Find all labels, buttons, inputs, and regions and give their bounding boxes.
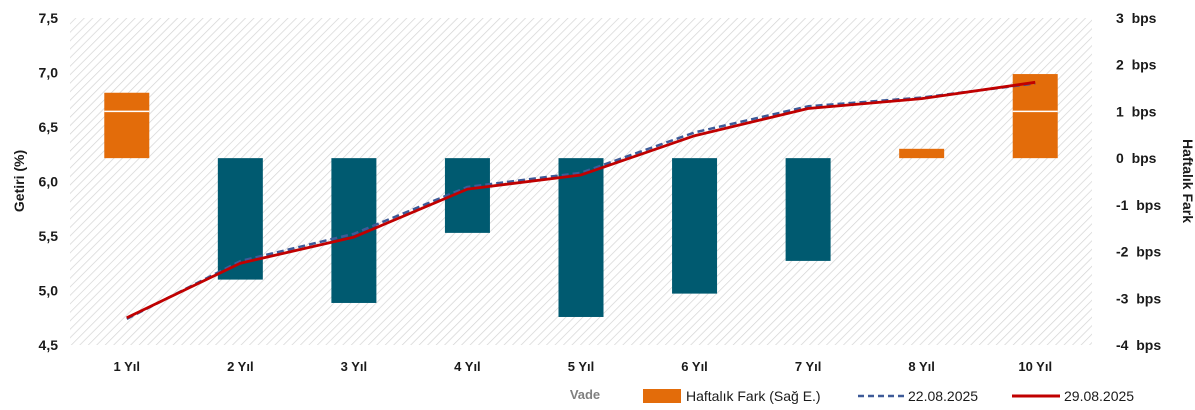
category-label: 8 Yıl	[908, 359, 935, 374]
y2-axis-title: Haftalık Fark	[1180, 139, 1195, 223]
left-tick-label: 6,0	[39, 174, 59, 190]
category-label: 6 Yıl	[681, 359, 708, 374]
category-label: 2 Yıl	[227, 359, 254, 374]
right-tick-label: 2 bps	[1116, 57, 1157, 73]
legend-bar-label: Haftalık Fark (Sağ E.)	[686, 388, 821, 404]
left-tick-label: 7,0	[39, 65, 59, 81]
x-axis-title: Vade	[570, 387, 600, 402]
y-axis-title: Getiri (%)	[11, 150, 27, 212]
category-label: 4 Yıl	[454, 359, 481, 374]
right-tick-label: 1 bps	[1116, 103, 1157, 119]
legend-solid-label: 29.08.2025	[1064, 388, 1134, 404]
right-tick-label: -3 bps	[1116, 290, 1161, 306]
weekly-change-bar	[899, 148, 945, 159]
line-series-29-08	[126, 80, 1036, 320]
legend: Haftalık Fark (Sağ E.) 22.08.2025 29.08.…	[643, 388, 1134, 404]
weekly-change-bar	[104, 92, 150, 159]
category-label: 1 Yıl	[114, 359, 141, 374]
left-tick-label: 5,0	[39, 283, 59, 299]
right-tick-label: -2 bps	[1116, 244, 1161, 260]
category-label: 10 Yıl	[1018, 359, 1052, 374]
left-tick-label: 7,5	[39, 10, 59, 26]
category-label: 7 Yıl	[795, 359, 822, 374]
weekly-change-bar	[672, 158, 718, 294]
right-tick-label: 0 bps	[1116, 150, 1157, 166]
right-axis-ticks: -4 bps -3 bps -2 bps -1 bps 0 bps 1 bps 2 bps 3…	[1116, 10, 1161, 353]
yield-lines	[126, 80, 1036, 320]
left-tick-label: 4,5	[39, 337, 59, 353]
legend-bar-swatch	[643, 389, 681, 403]
left-axis-ticks: 4,5 5,0 5,5 6,0 6,5 7,0 7,5	[39, 10, 59, 353]
category-label: 3 Yıl	[341, 359, 368, 374]
weekly-change-bar	[785, 158, 831, 261]
left-tick-label: 6,5	[39, 119, 59, 135]
weekly-change-bar	[1012, 74, 1058, 159]
right-tick-label: -1 bps	[1116, 197, 1161, 213]
legend-dashed-label: 22.08.2025	[908, 388, 978, 404]
category-label: 5 Yıl	[568, 359, 595, 374]
right-tick-label: 3 bps	[1116, 10, 1157, 26]
line-series-22-08	[126, 82, 1036, 320]
weekly-change-bar	[558, 158, 604, 317]
category-labels: 1 Yıl 2 Yıl 3 Yıl 4 Yıl 5 Yıl 6 Yıl 7 Yıl 8 Yıl…	[114, 359, 1053, 374]
right-tick-label: -4 bps	[1116, 337, 1161, 353]
left-tick-label: 5,5	[39, 228, 59, 244]
